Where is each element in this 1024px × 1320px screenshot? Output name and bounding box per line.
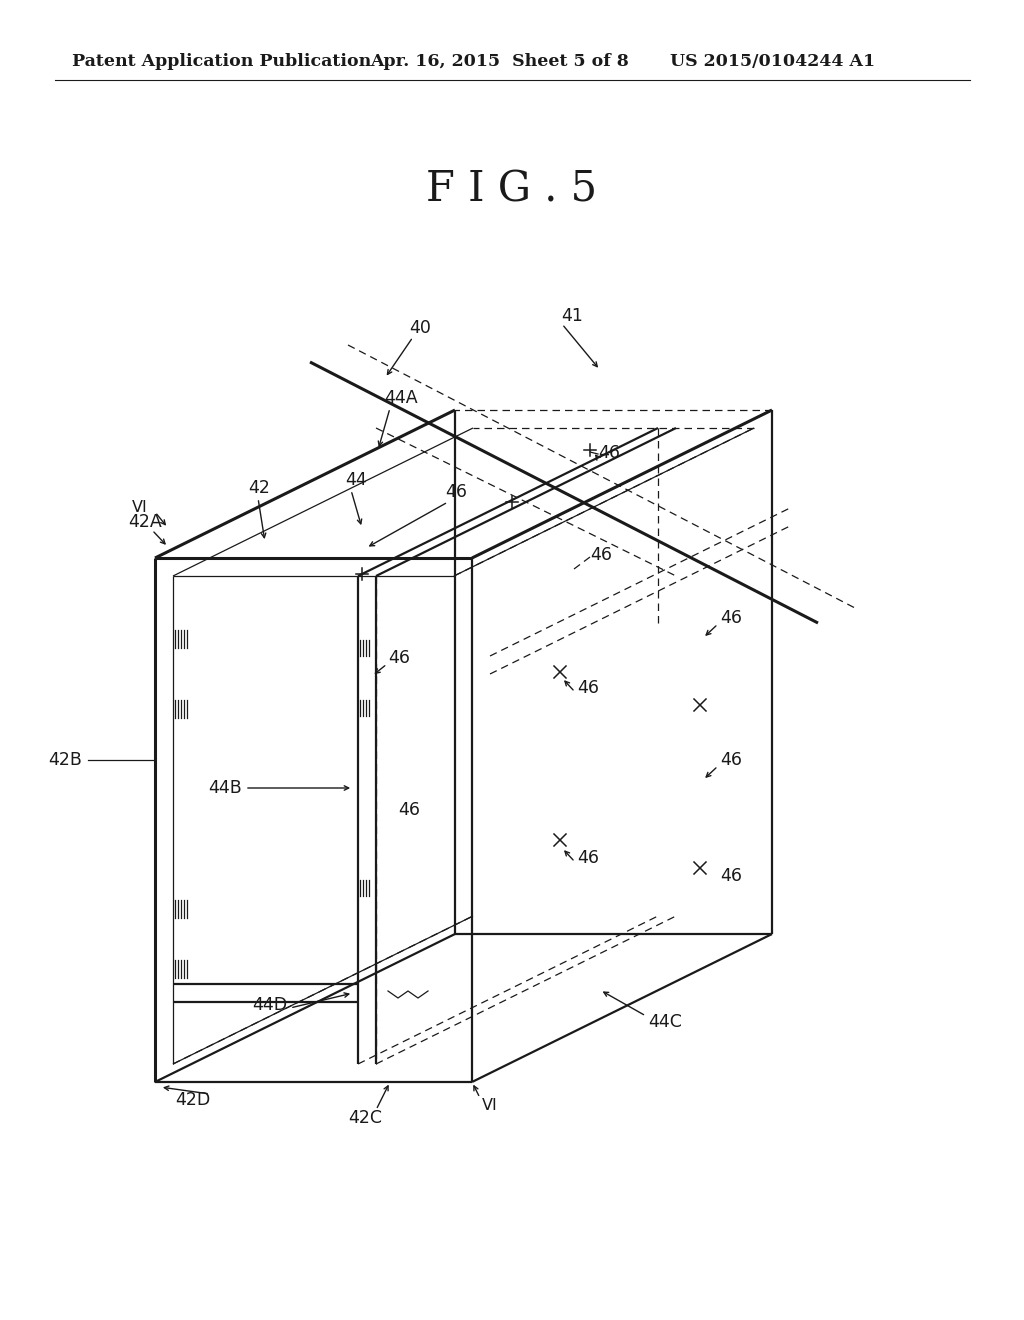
Text: 40: 40 (409, 319, 431, 337)
Text: 42A: 42A (128, 513, 162, 531)
Text: 42D: 42D (175, 1092, 210, 1109)
Text: VI: VI (132, 500, 148, 516)
Text: 41: 41 (561, 308, 583, 325)
Text: 42C: 42C (348, 1109, 382, 1127)
Text: 44A: 44A (384, 389, 418, 407)
Text: 46: 46 (398, 801, 420, 818)
Text: US 2015/0104244 A1: US 2015/0104244 A1 (670, 54, 876, 70)
Text: VI: VI (482, 1097, 498, 1113)
Text: 44: 44 (345, 471, 367, 488)
Text: 46: 46 (720, 867, 742, 884)
Text: Apr. 16, 2015  Sheet 5 of 8: Apr. 16, 2015 Sheet 5 of 8 (370, 54, 629, 70)
Text: 46: 46 (577, 849, 599, 867)
Text: 46: 46 (577, 678, 599, 697)
Text: 44D: 44D (252, 997, 287, 1014)
Text: 46: 46 (388, 649, 410, 667)
Text: 46: 46 (590, 546, 612, 564)
Text: 46: 46 (720, 609, 742, 627)
Text: 44C: 44C (648, 1012, 682, 1031)
Text: 42: 42 (248, 479, 270, 498)
Text: 46: 46 (598, 444, 620, 462)
Text: 46: 46 (720, 751, 742, 770)
Text: 46: 46 (445, 483, 467, 502)
Text: 44B: 44B (208, 779, 242, 797)
Text: 42B: 42B (48, 751, 82, 770)
Text: Patent Application Publication: Patent Application Publication (72, 54, 372, 70)
Text: F I G . 5: F I G . 5 (426, 169, 598, 211)
